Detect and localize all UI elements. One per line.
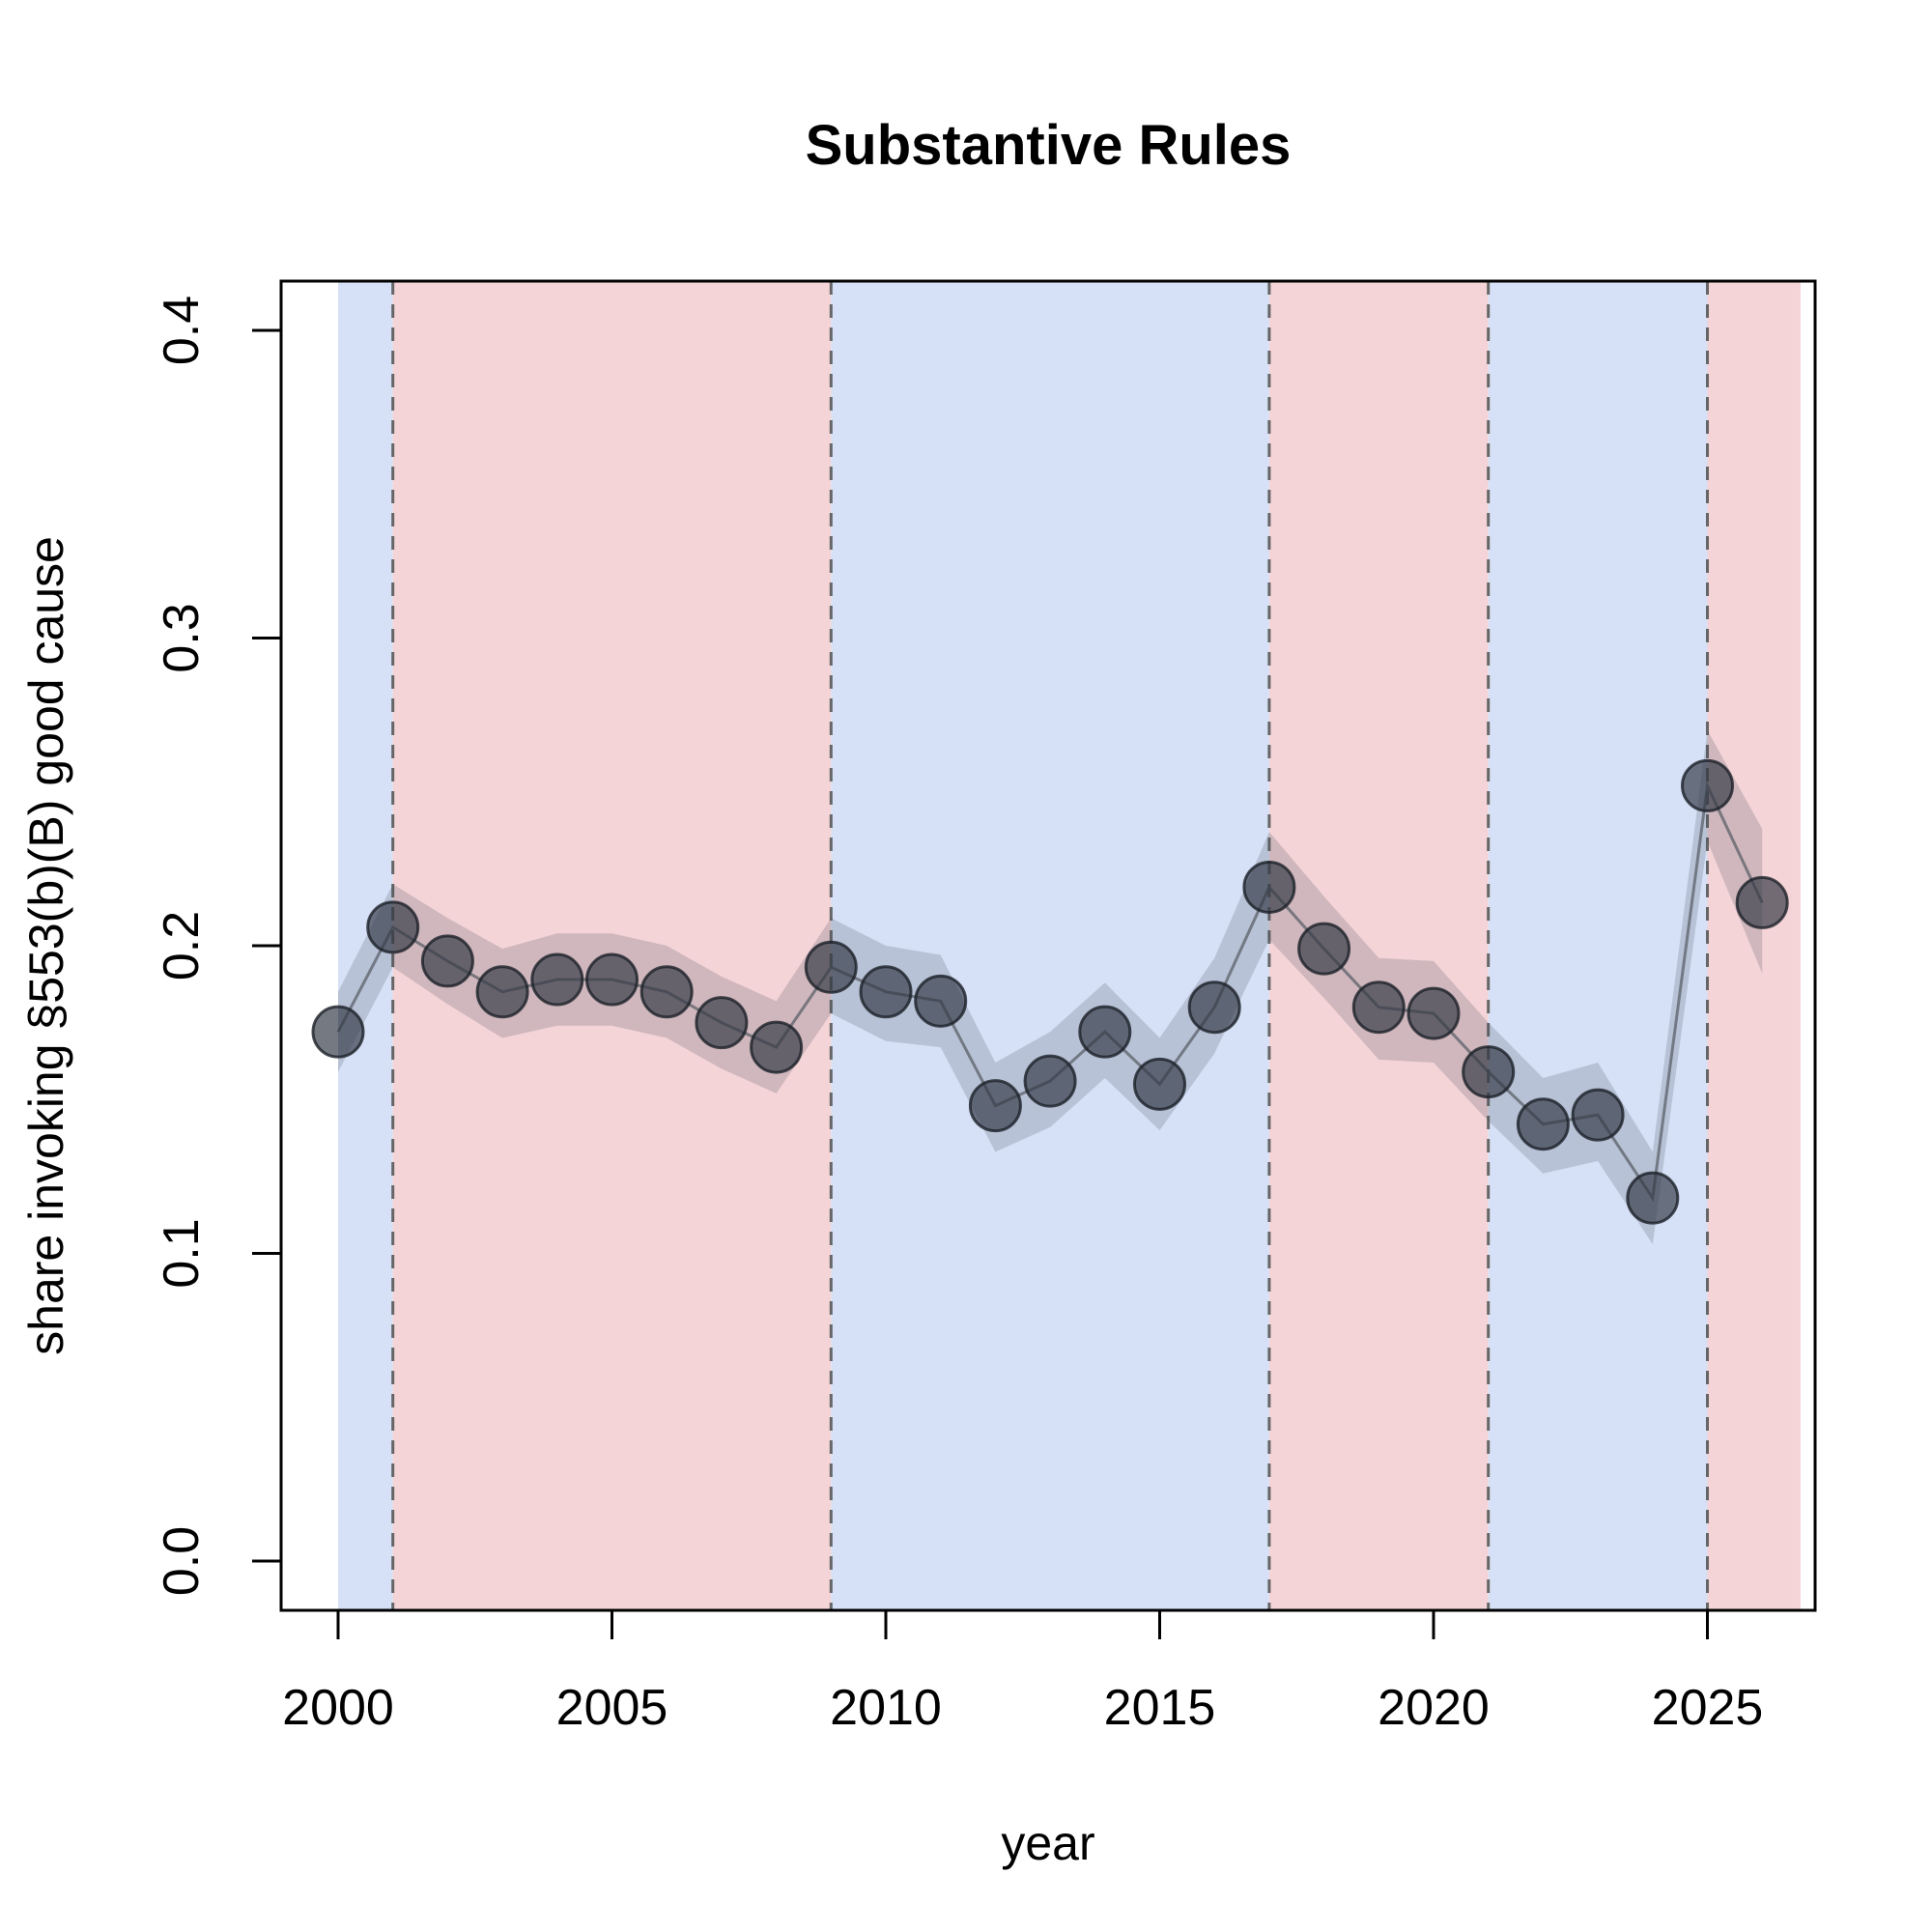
data-point-2008 bbox=[750, 1020, 804, 1074]
transition-lines bbox=[391, 281, 1709, 1610]
data-point-2013 bbox=[1023, 1054, 1077, 1108]
x-tick-label-2010: 2010 bbox=[830, 1680, 942, 1736]
data-point-2024 bbox=[1626, 1171, 1680, 1225]
x-tick-label-2025: 2025 bbox=[1652, 1680, 1764, 1736]
data-point-2010 bbox=[859, 965, 913, 1019]
data-point-2016 bbox=[1187, 980, 1241, 1035]
data-point-2022 bbox=[1516, 1097, 1570, 1151]
y-axis: 0.0 0.1 0.2 0.3 0.4 bbox=[154, 296, 283, 1596]
y-tick-label-0.4: 0.4 bbox=[154, 296, 210, 365]
data-point-2017 bbox=[1242, 860, 1296, 914]
y-tick-label-0.2: 0.2 bbox=[154, 911, 210, 980]
x-tick-label-2000: 2000 bbox=[282, 1680, 394, 1736]
period-democratic-2009 bbox=[831, 281, 1269, 1610]
data-point-2009 bbox=[804, 940, 858, 994]
data-point-2003 bbox=[475, 965, 529, 1019]
data-point-2023 bbox=[1571, 1088, 1625, 1142]
data-point-2019 bbox=[1351, 980, 1406, 1035]
x-axis-label: year bbox=[1001, 1816, 1094, 1870]
y-axis-label: share invoking §553(b)(B) good cause bbox=[19, 536, 73, 1355]
data-point-2018 bbox=[1297, 922, 1351, 976]
data-point-2020 bbox=[1406, 986, 1461, 1040]
period-democratic-2021 bbox=[1488, 281, 1708, 1610]
data-point-2004 bbox=[530, 952, 584, 1007]
data-point-2000 bbox=[311, 1005, 365, 1059]
x-tick-label-2015: 2015 bbox=[1104, 1680, 1216, 1736]
party-period-backgrounds bbox=[338, 281, 1801, 1610]
x-tick-label-2020: 2020 bbox=[1378, 1680, 1490, 1736]
chart-title: Substantive Rules bbox=[806, 114, 1292, 177]
data-point-2026 bbox=[1735, 875, 1789, 929]
y-tick-label-0.3: 0.3 bbox=[154, 603, 210, 672]
x-axis: 2000 2005 2010 2015 2020 2025 bbox=[282, 1608, 1764, 1736]
data-point-2021 bbox=[1462, 1045, 1516, 1099]
data-point-2001 bbox=[366, 900, 420, 954]
data-point-2025 bbox=[1681, 758, 1734, 812]
period-republican-2025 bbox=[1707, 281, 1801, 1610]
data-points bbox=[311, 758, 1789, 1225]
data-point-2014 bbox=[1078, 1005, 1132, 1059]
data-point-2011 bbox=[914, 974, 968, 1028]
data-point-2007 bbox=[695, 996, 749, 1050]
data-point-2006 bbox=[639, 965, 694, 1019]
y-tick-label-0.0: 0.0 bbox=[154, 1526, 210, 1596]
data-point-2002 bbox=[420, 934, 474, 988]
x-tick-label-2005: 2005 bbox=[556, 1680, 668, 1736]
data-point-2015 bbox=[1133, 1057, 1186, 1111]
y-tick-label-0.1: 0.1 bbox=[154, 1218, 210, 1288]
data-point-2005 bbox=[585, 952, 639, 1007]
data-point-2012 bbox=[968, 1079, 1022, 1133]
